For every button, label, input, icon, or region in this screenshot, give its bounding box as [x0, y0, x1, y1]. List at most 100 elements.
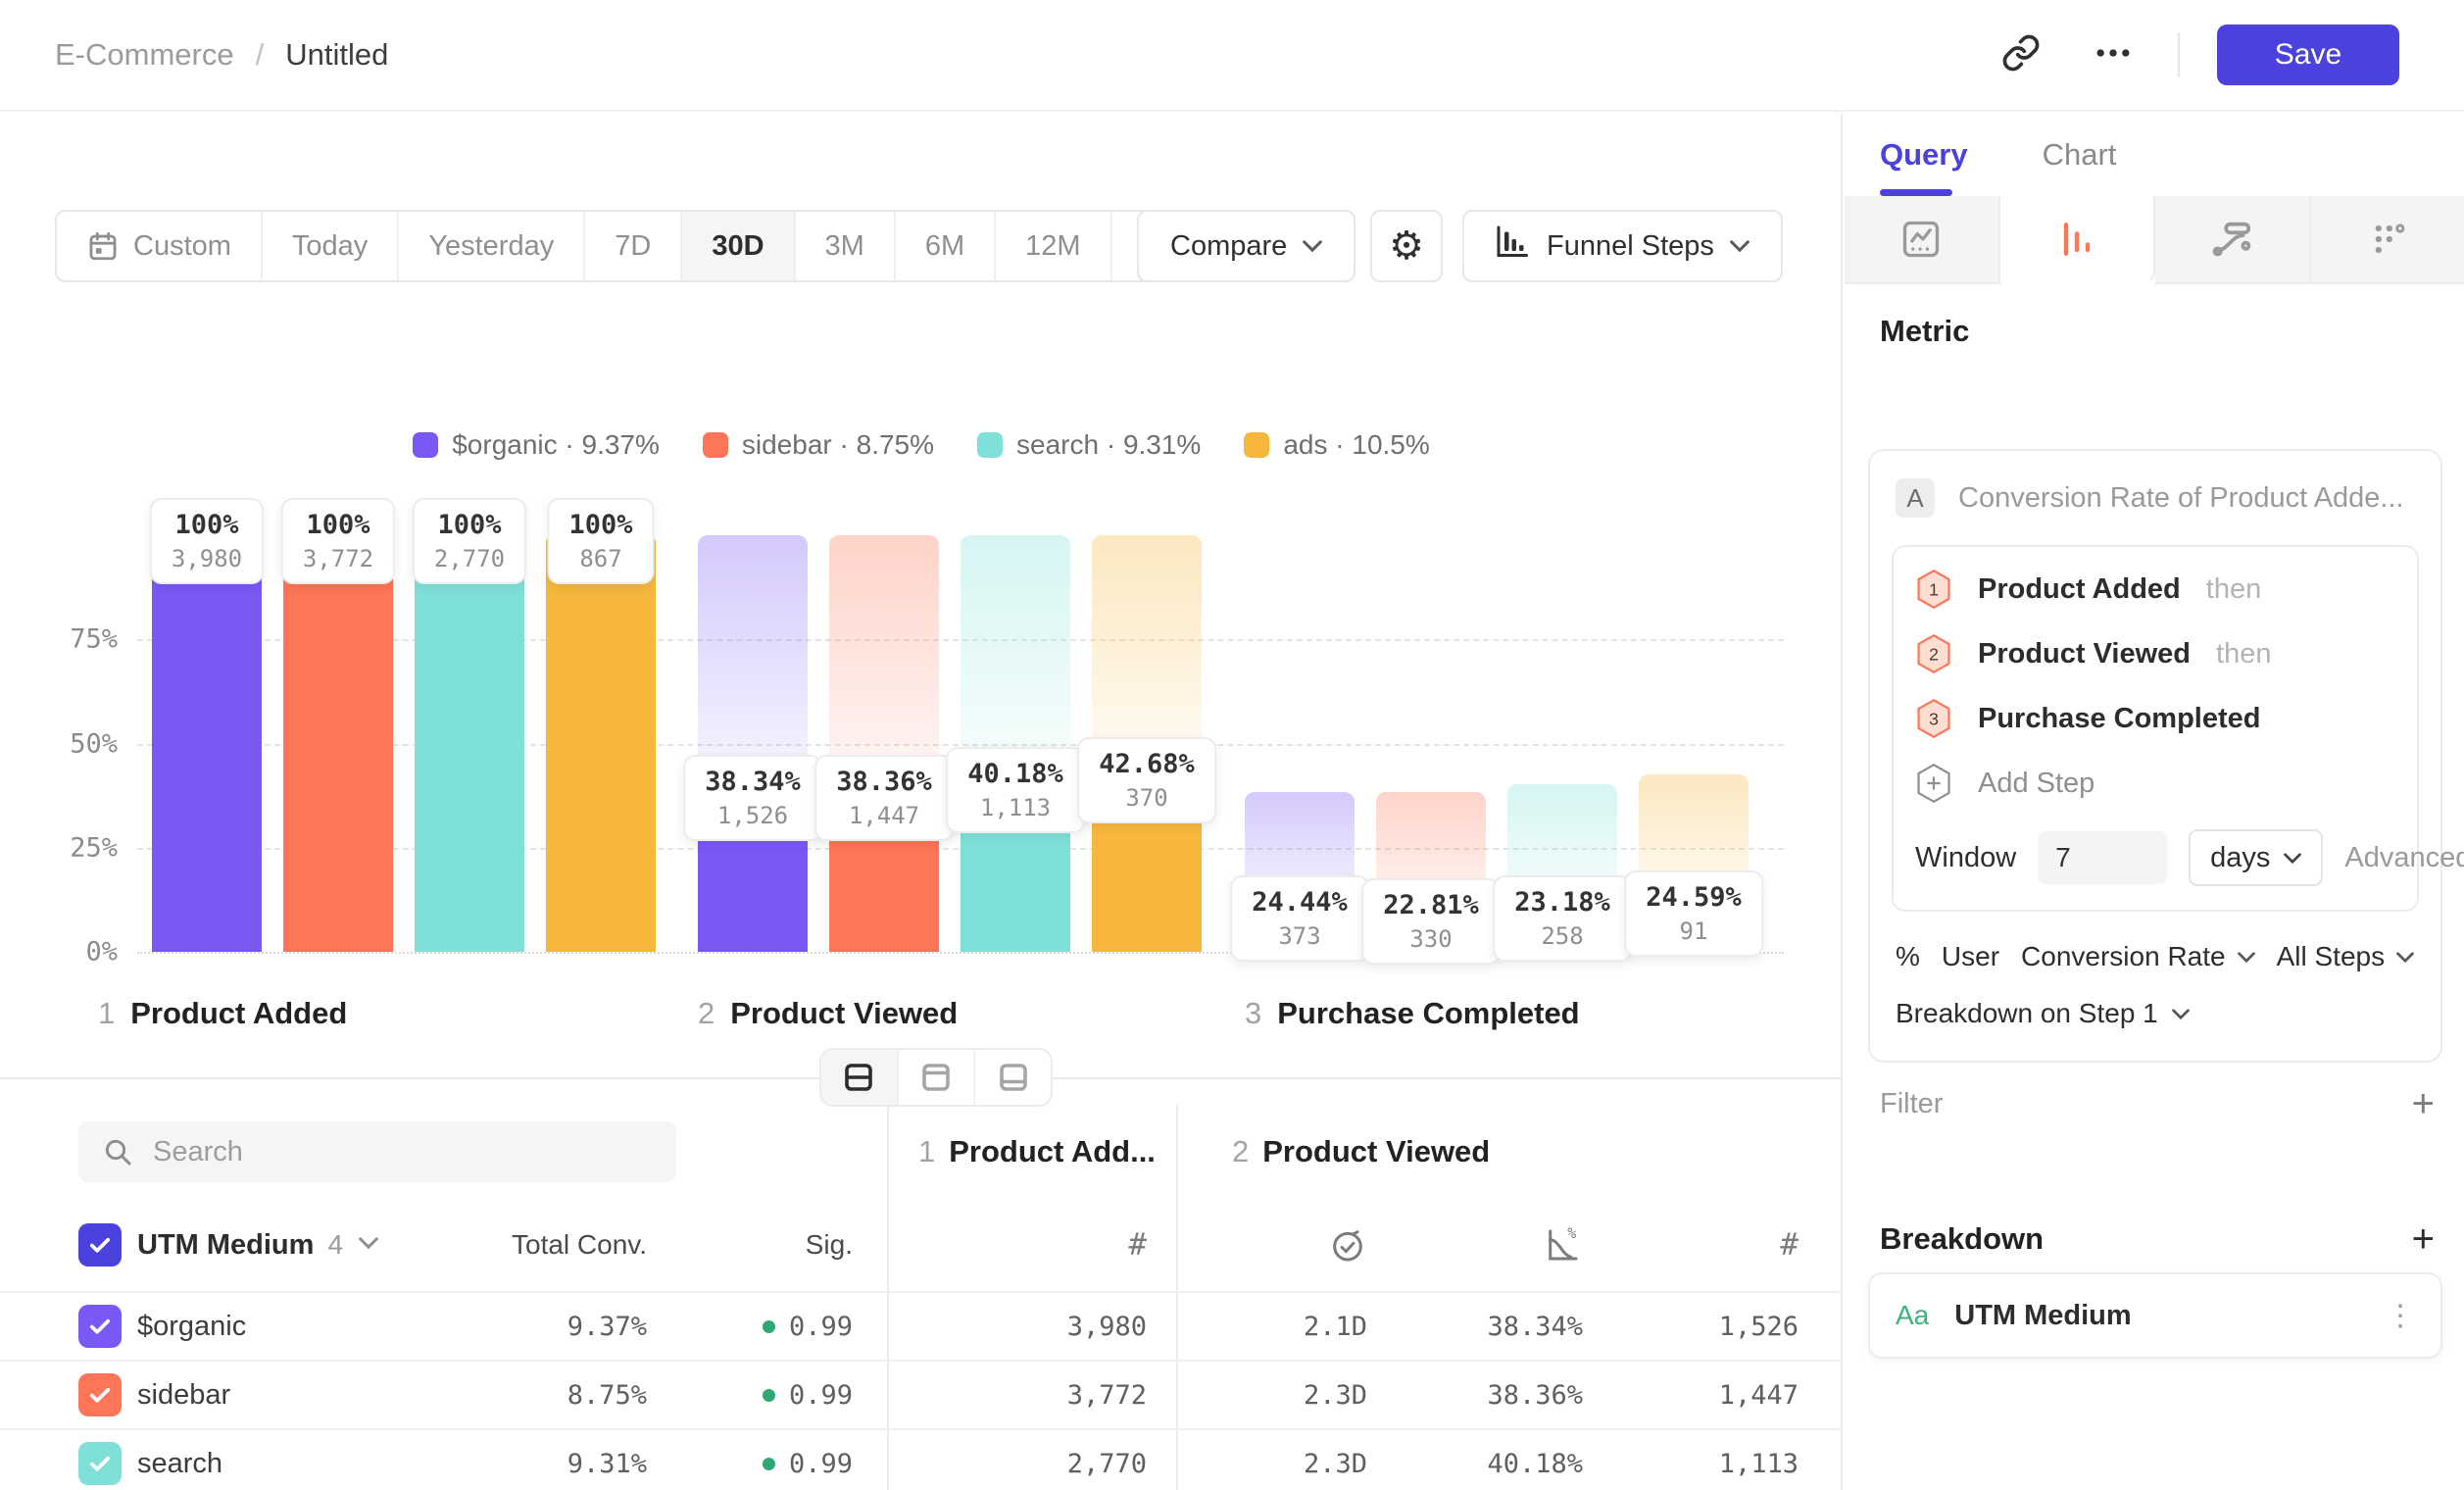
advanced-dropdown[interactable]: Advanced [2344, 841, 2464, 873]
step-then-label: then [2216, 637, 2272, 670]
table-row-name[interactable]: $organic [0, 1291, 490, 1360]
add-step-button[interactable]: Add Step [1915, 751, 2395, 816]
bar-sidebar-step1[interactable] [283, 535, 393, 952]
range-3m[interactable]: 3M [796, 212, 896, 280]
layout-chart-only-button[interactable] [899, 1050, 976, 1105]
chip-count: 3,772 [302, 545, 374, 572]
sig-header[interactable]: Sig. [805, 1229, 853, 1260]
chip-count: 91 [1679, 918, 1708, 946]
table-row-name[interactable]: sidebar [0, 1360, 490, 1428]
check-icon [89, 1237, 111, 1253]
step1-count-header[interactable]: # [887, 1199, 1176, 1291]
save-button[interactable]: Save [2217, 25, 2399, 85]
tab-insights[interactable] [1845, 196, 2000, 284]
chip-percent: 100% [174, 510, 239, 540]
window-value-input[interactable] [2038, 831, 2168, 884]
measure-metric-dropdown[interactable]: Conversion Rate [2021, 941, 2255, 972]
select-all-checkbox[interactable] [78, 1223, 122, 1266]
tab-more-reports[interactable] [2310, 196, 2464, 284]
row-step1-count: 3,772 [887, 1360, 1176, 1428]
step-label-3: 3 Purchase Completed [1245, 996, 1580, 1031]
row-checkbox[interactable] [78, 1373, 122, 1416]
chip-percent: 23.18% [1514, 887, 1610, 919]
chart-type-button[interactable]: Funnel Steps [1462, 210, 1783, 282]
y-tick-0%: 0% [85, 936, 118, 968]
bar-organic-step1[interactable] [152, 535, 262, 952]
filter-heading: Filter [1880, 1087, 1944, 1119]
query-step-1[interactable]: 1 Product Added then [1915, 557, 2395, 621]
conversion-window-row: Window days Advanced [1915, 816, 2464, 900]
layout-table-only-button[interactable] [975, 1050, 1051, 1105]
check-icon [89, 1456, 111, 1471]
row-checkbox[interactable] [78, 1305, 122, 1348]
query-step-3[interactable]: 3 Purchase Completed [1915, 686, 2395, 751]
breadcrumb-project[interactable]: E-Commerce [55, 37, 234, 72]
link-icon [2001, 33, 2041, 77]
total-conv-header[interactable]: Total Conv. [512, 1229, 647, 1260]
legend-swatch [413, 432, 439, 458]
tab-funnels[interactable] [1999, 196, 2155, 284]
row-step2-duration: 2.3D [1176, 1428, 1397, 1490]
chart-settings-button[interactable]: ⚙ [1370, 210, 1443, 282]
chart-legend: $organic · 9.37% sidebar · 8.75% search · … [0, 429, 1843, 461]
step2-conv-header[interactable]: % [1397, 1199, 1612, 1291]
range-today[interactable]: Today [263, 212, 400, 280]
compare-button[interactable]: Compare [1137, 210, 1356, 282]
kebab-menu-icon[interactable]: ⋮ [2386, 1299, 2415, 1332]
query-step-2[interactable]: 2 Product Viewed then [1915, 621, 2395, 686]
range-12m[interactable]: 12M [996, 212, 1112, 280]
add-breakdown-button[interactable]: + [2411, 1217, 2435, 1261]
gridline-75% [137, 639, 1784, 642]
table-row-name[interactable]: search [0, 1428, 490, 1490]
tab-query[interactable]: Query [1880, 114, 1968, 196]
window-unit-dropdown[interactable]: days [2189, 829, 2324, 886]
breakdown-item-card[interactable]: Aa UTM Medium ⋮ [1868, 1272, 2442, 1359]
step-name: Product Viewed [730, 996, 959, 1030]
legend-item-sidebar[interactable]: sidebar · 8.75% [702, 429, 934, 461]
bar-value-chip: 24.59% 91 [1624, 870, 1763, 958]
chevron-down-icon [2237, 951, 2255, 963]
legend-item-ads[interactable]: ads · 10.5% [1244, 429, 1430, 461]
bar-ads-step1[interactable] [546, 535, 656, 952]
chevron-down-icon [1303, 240, 1323, 253]
breadcrumb: E-Commerce / Untitled [55, 37, 388, 73]
metric-title-row[interactable]: A Conversion Rate of Product Adde... [1892, 478, 2419, 545]
legend-item-organic[interactable]: $organic · 9.37% [413, 429, 660, 461]
chart-type-label: Funnel Steps [1547, 229, 1714, 262]
date-toolbar: CustomTodayYesterday7D30D3M6M12MXTD Comp… [0, 210, 1841, 282]
step-name: Purchase Completed [1277, 996, 1580, 1030]
measure-scope-dropdown[interactable]: All Steps [2277, 941, 2415, 972]
range-yesterday[interactable]: Yesterday [399, 212, 586, 280]
measure-entity[interactable]: User [1941, 941, 2000, 971]
funnel-steps-icon [1496, 225, 1531, 267]
row-step2-duration: 2.3D [1176, 1360, 1397, 1428]
chip-count: 330 [1409, 924, 1453, 953]
bar-search-step1[interactable] [415, 535, 524, 952]
more-options-button[interactable] [2086, 27, 2141, 82]
step-event-name: Product Viewed [1978, 637, 2192, 670]
breakdown-column-header[interactable]: UTM Medium 4 [0, 1199, 490, 1291]
row-checkbox[interactable] [78, 1442, 122, 1485]
breadcrumb-report-title[interactable]: Untitled [285, 37, 389, 72]
breakdown-step-dropdown[interactable]: Breakdown on Step 1 [1892, 978, 2419, 1031]
tab-flows[interactable] [2155, 196, 2311, 284]
row-step2-conv: 38.36% [1397, 1360, 1612, 1428]
add-filter-button[interactable]: + [2411, 1082, 2435, 1125]
step2-duration-header[interactable] [1176, 1199, 1397, 1291]
layout-split-view-button[interactable] [821, 1050, 899, 1105]
measure-prefix: % [1896, 941, 1920, 971]
range-6m[interactable]: 6M [896, 212, 997, 280]
range-custom[interactable]: Custom [57, 212, 263, 280]
table-search-box[interactable] [78, 1121, 676, 1182]
legend-item-search[interactable]: search · 9.31% [977, 429, 1201, 461]
step2-count-header[interactable]: # [1612, 1199, 1843, 1291]
copy-link-button[interactable] [1994, 27, 2048, 82]
tab-chart[interactable]: Chart [2042, 137, 2117, 172]
row-label: search [137, 1447, 223, 1479]
range-30d[interactable]: 30D [682, 212, 796, 280]
dots-grid-icon [2375, 224, 2405, 254]
range-7d[interactable]: 7D [585, 212, 683, 280]
search-input[interactable] [153, 1135, 623, 1168]
chip-percent: 24.44% [1252, 887, 1348, 919]
